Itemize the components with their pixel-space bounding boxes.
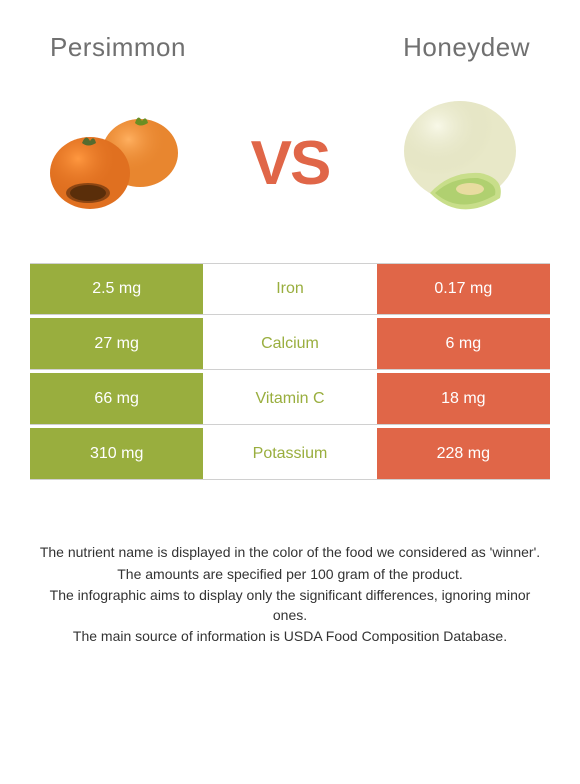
- nutrient-name: Potassium: [203, 428, 376, 479]
- right-value: 6 mg: [377, 318, 550, 369]
- nutrient-name: Iron: [203, 264, 376, 314]
- images-row: VS: [0, 83, 580, 263]
- right-value: 18 mg: [377, 373, 550, 424]
- vs-label: VS: [251, 128, 330, 199]
- nutrient-name: Calcium: [203, 318, 376, 369]
- left-value: 27 mg: [30, 318, 203, 369]
- nutrient-name: Vitamin C: [203, 373, 376, 424]
- right-value: 0.17 mg: [377, 264, 550, 314]
- footer-line: The amounts are specified per 100 gram o…: [36, 565, 544, 585]
- table-row: 2.5 mg Iron 0.17 mg: [30, 263, 550, 315]
- right-value: 228 mg: [377, 428, 550, 479]
- footer-line: The infographic aims to display only the…: [36, 586, 544, 625]
- table-row: 27 mg Calcium 6 mg: [30, 318, 550, 370]
- header-row: Persimmon Honeydew: [0, 0, 580, 83]
- nutrient-table: 2.5 mg Iron 0.17 mg 27 mg Calcium 6 mg 6…: [0, 263, 580, 480]
- footer-notes: The nutrient name is displayed in the co…: [0, 483, 580, 647]
- left-food-title: Persimmon: [50, 32, 186, 63]
- honeydew-image: [380, 93, 540, 233]
- left-value: 310 mg: [30, 428, 203, 479]
- table-row: 310 mg Potassium 228 mg: [30, 428, 550, 480]
- persimmon-image: [40, 93, 200, 233]
- footer-line: The nutrient name is displayed in the co…: [36, 543, 544, 563]
- left-value: 66 mg: [30, 373, 203, 424]
- footer-line: The main source of information is USDA F…: [36, 627, 544, 647]
- table-row: 66 mg Vitamin C 18 mg: [30, 373, 550, 425]
- right-food-title: Honeydew: [403, 32, 530, 63]
- left-value: 2.5 mg: [30, 264, 203, 314]
